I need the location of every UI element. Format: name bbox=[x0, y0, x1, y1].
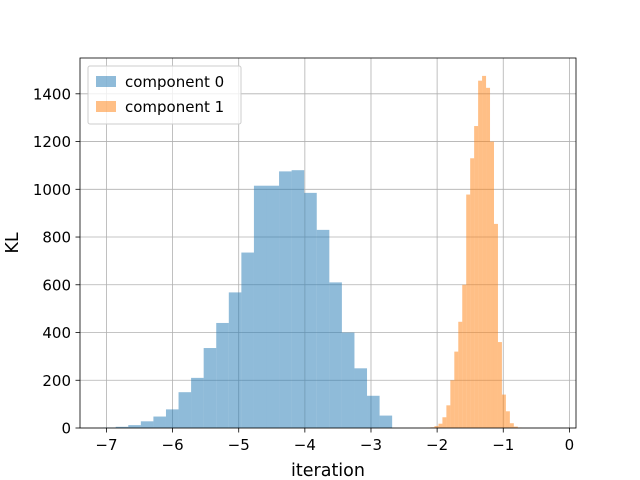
histogram-bar-series-1 bbox=[490, 141, 494, 428]
x-tick-label: −3 bbox=[360, 436, 382, 454]
histogram-bar-series-0 bbox=[140, 421, 154, 428]
histogram-bar-series-0 bbox=[341, 332, 355, 428]
histogram-bar-series-1 bbox=[486, 87, 491, 428]
y-tick-label: 400 bbox=[42, 324, 71, 342]
histogram-bar-series-0 bbox=[354, 368, 368, 428]
histogram-bar-series-1 bbox=[458, 321, 463, 428]
histogram-bar-series-0 bbox=[253, 185, 267, 428]
legend-label: component 0 bbox=[125, 73, 224, 91]
histogram-bar-series-1 bbox=[454, 351, 459, 428]
histogram-bar-series-0 bbox=[191, 377, 204, 428]
histogram-bar-series-1 bbox=[442, 417, 447, 428]
histogram-bar-series-1 bbox=[466, 194, 471, 428]
legend-swatch bbox=[96, 101, 116, 112]
histogram-bar-series-0 bbox=[316, 229, 330, 428]
histogram-bar-series-0 bbox=[266, 185, 280, 428]
histogram-bar-series-0 bbox=[329, 282, 342, 428]
histogram-bar-series-1 bbox=[513, 426, 518, 428]
histogram-bar-series-1 bbox=[434, 426, 439, 428]
x-tick-label: 0 bbox=[565, 436, 575, 454]
histogram-bar-series-1 bbox=[482, 75, 487, 428]
histogram-bar-series-0 bbox=[279, 171, 292, 429]
histogram-bar-series-1 bbox=[493, 223, 498, 428]
x-tick-label: −5 bbox=[228, 436, 250, 454]
histogram-bar-series-0 bbox=[165, 409, 179, 428]
histogram-bar-series-1 bbox=[505, 411, 510, 428]
histogram-bar-series-1 bbox=[470, 158, 475, 429]
histogram-bar-series-0 bbox=[291, 170, 305, 428]
x-tick-label: −7 bbox=[95, 436, 117, 454]
y-axis-title: KL bbox=[3, 232, 23, 253]
histogram-bar-series-1 bbox=[474, 126, 479, 428]
x-axis-ticks: −7 −6 −5 −4 −3 −2 −1 0 bbox=[95, 428, 574, 454]
histogram-bar-series-1 bbox=[501, 394, 506, 428]
histogram-bar-series-0 bbox=[115, 426, 129, 428]
y-tick-label: 1000 bbox=[33, 181, 71, 199]
histogram-bar-series-1 bbox=[446, 405, 451, 428]
x-tick-label: −1 bbox=[492, 436, 514, 454]
histogram-bar-series-0 bbox=[203, 348, 217, 428]
histogram-bar-series-0 bbox=[379, 415, 393, 428]
histogram-bar-series-1 bbox=[450, 380, 455, 428]
histogram-bar-series-1 bbox=[438, 423, 443, 428]
y-axis-ticks: 0 200 400 600 800 1000 1200 1400 bbox=[33, 85, 80, 438]
legend-label: component 1 bbox=[125, 98, 224, 116]
histogram-bar-series-0 bbox=[178, 392, 192, 428]
legend-swatch bbox=[96, 76, 116, 87]
legend-box bbox=[87, 65, 242, 125]
x-tick-label: −6 bbox=[162, 436, 184, 454]
histogram-bar-series-0 bbox=[241, 252, 254, 428]
y-tick-label: 0 bbox=[61, 420, 71, 438]
histogram-bar-series-0 bbox=[128, 425, 141, 428]
y-tick-label: 800 bbox=[42, 229, 71, 247]
x-tick-label: −4 bbox=[294, 436, 316, 454]
histogram-bar-series-1 bbox=[462, 284, 467, 428]
histogram-bar-series-1 bbox=[497, 342, 502, 428]
histogram-bar-series-0 bbox=[367, 395, 380, 428]
y-tick-label: 600 bbox=[42, 276, 71, 294]
y-tick-label: 1400 bbox=[33, 85, 71, 103]
histogram-bars bbox=[103, 75, 522, 429]
y-tick-label: 1200 bbox=[33, 133, 71, 151]
histogram-bar-series-0 bbox=[228, 292, 242, 428]
histogram-bar-series-1 bbox=[478, 80, 483, 428]
legend: component 0 component 1 bbox=[87, 65, 242, 125]
x-axis-title: iteration bbox=[291, 461, 365, 480]
y-tick-label: 200 bbox=[42, 372, 71, 390]
histogram-bar-series-1 bbox=[509, 423, 514, 428]
histogram-bar-series-0 bbox=[304, 192, 317, 428]
histogram-bar-series-0 bbox=[216, 322, 229, 428]
plot-frame bbox=[79, 57, 577, 429]
x-tick-label: −2 bbox=[426, 436, 448, 454]
histogram-bar-series-0 bbox=[153, 416, 166, 428]
